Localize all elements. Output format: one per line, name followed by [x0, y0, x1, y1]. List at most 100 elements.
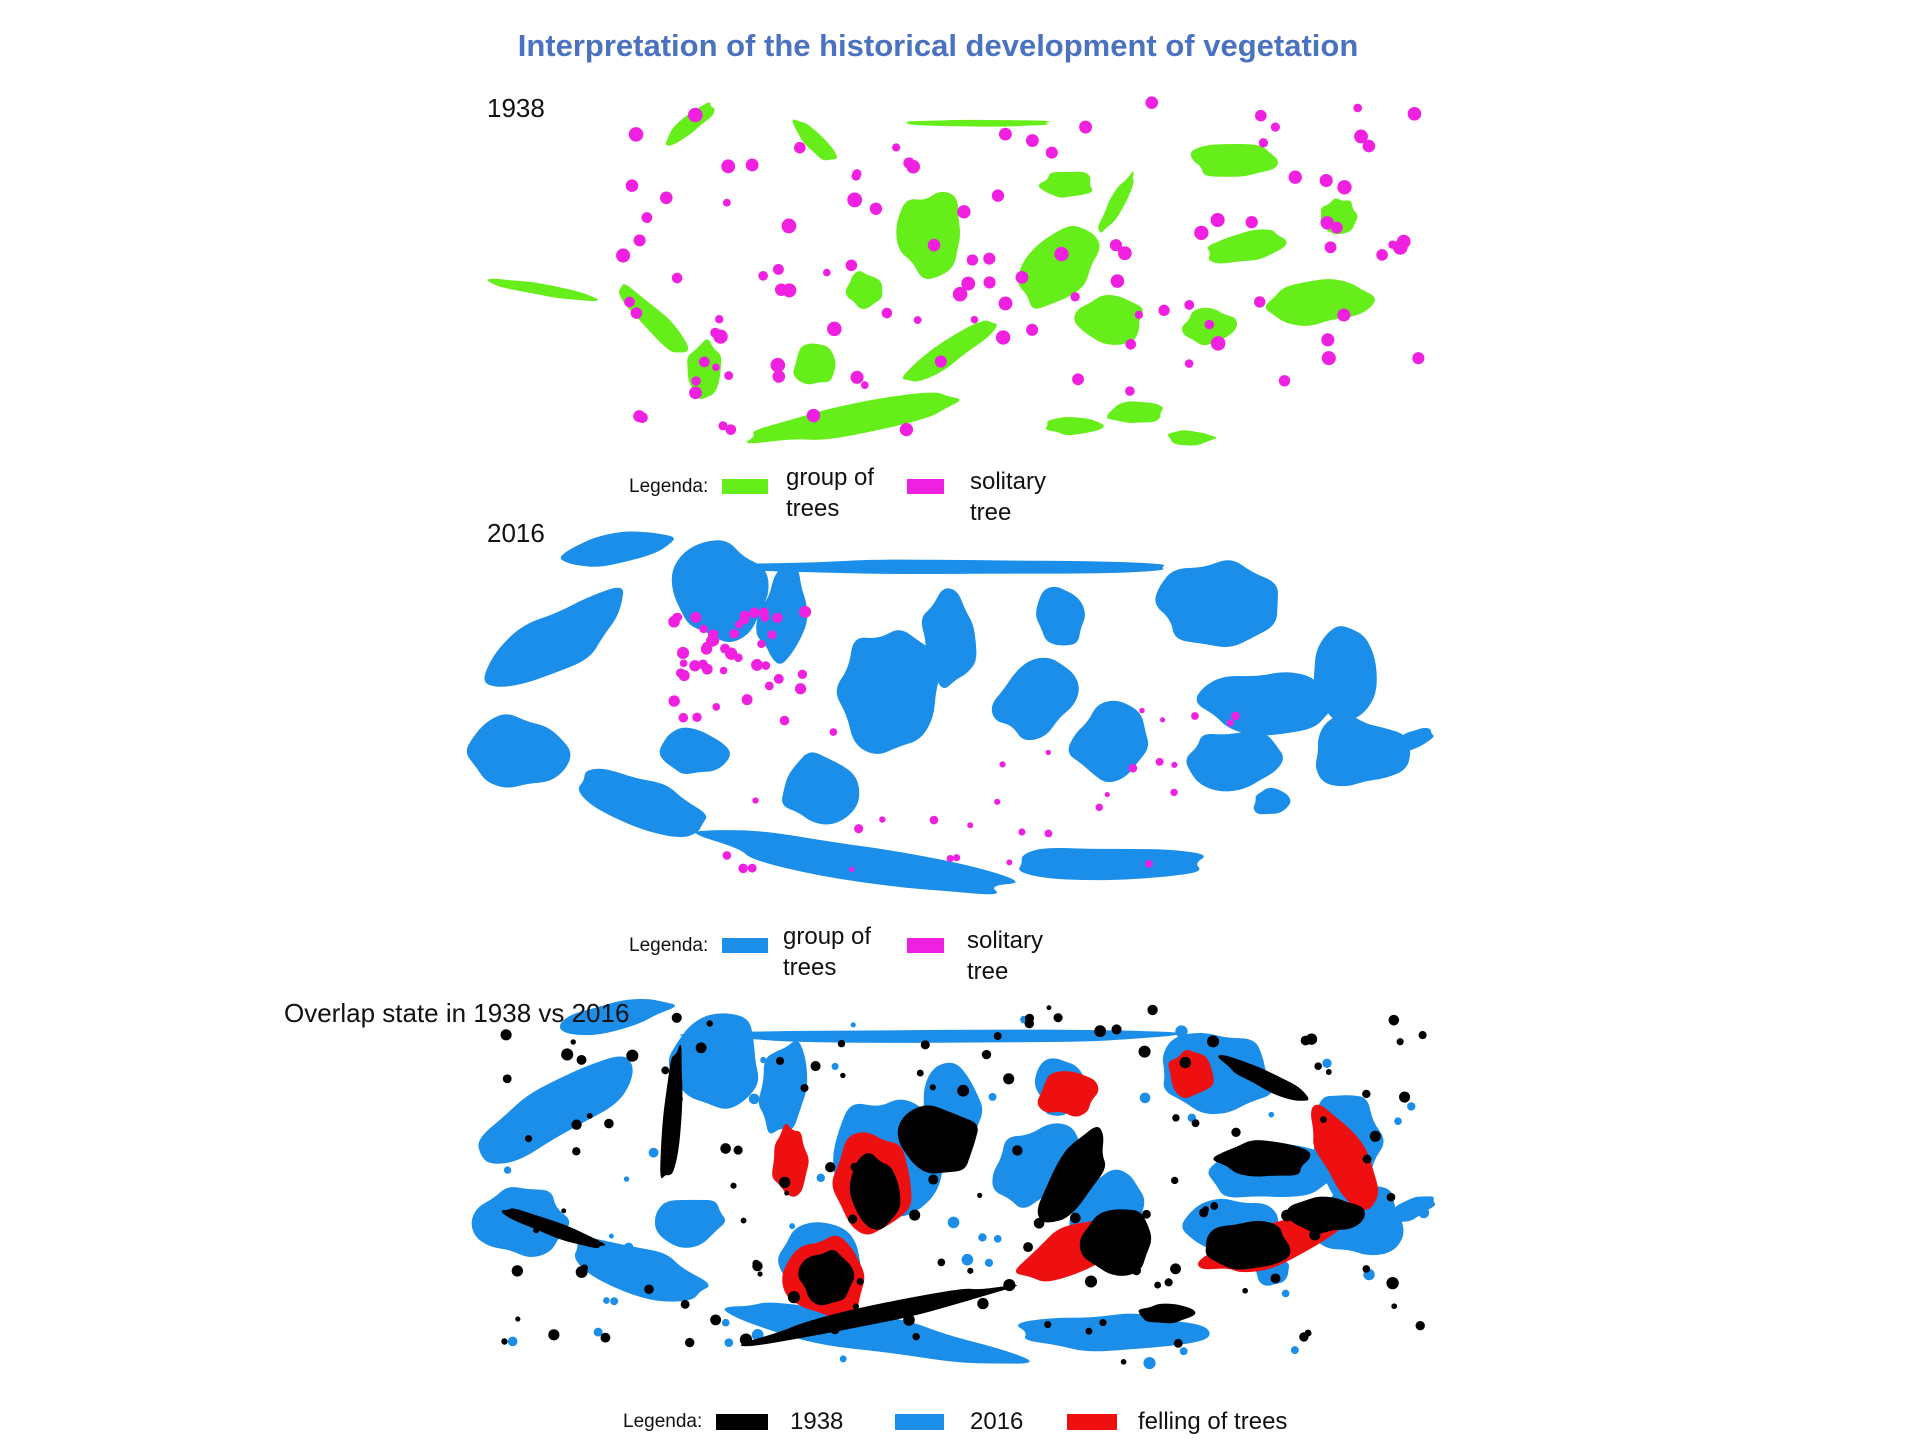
tree-group [715, 559, 1165, 574]
tree-group-1938 [1213, 1140, 1311, 1177]
tree-1938 [1396, 1038, 1404, 1046]
solitary-tree [720, 643, 730, 654]
tree-2016 [603, 1297, 610, 1304]
solitary-tree [953, 854, 961, 862]
legend-title: Legenda: [629, 476, 709, 497]
tree-1938 [787, 1291, 800, 1304]
solitary-tree [729, 628, 740, 639]
tree-1938 [1314, 1062, 1323, 1071]
tree-1938 [1369, 1130, 1381, 1142]
tree-1938 [1179, 1056, 1191, 1069]
tree-group [1186, 732, 1283, 792]
tree-1938 [1170, 1263, 1181, 1275]
tree-1938 [1154, 1281, 1162, 1289]
tree-1938 [1309, 1229, 1321, 1241]
tree-1938 [1164, 1278, 1173, 1287]
legend-swatch [907, 938, 944, 953]
tree-1938 [967, 1267, 974, 1274]
solitary-tree [1321, 333, 1335, 347]
tree-1938 [929, 1084, 936, 1091]
tree-1938 [644, 1284, 654, 1295]
solitary-tree [1128, 763, 1138, 773]
solitary-tree [1270, 122, 1280, 132]
tree-2016 [947, 1216, 960, 1229]
solitary-tree [713, 329, 728, 344]
tree-1938 [856, 1278, 864, 1286]
solitary-tree [879, 816, 886, 823]
tree-group-1938 [1079, 1209, 1152, 1276]
legend-label: solitary tree [970, 468, 1047, 526]
tree-group [1018, 225, 1100, 309]
solitary-tree [1117, 246, 1132, 261]
solitary-tree [1045, 146, 1058, 159]
tree-group [1106, 401, 1163, 424]
tree-2016 [1143, 1357, 1156, 1370]
tree-group [1068, 700, 1149, 783]
tree-2016 [984, 1258, 994, 1267]
tree-1938 [1228, 1162, 1236, 1170]
solitary-tree [849, 866, 855, 873]
solitary-tree [1319, 173, 1333, 188]
felling-of-trees [772, 1124, 809, 1197]
tree-1938 [1300, 1035, 1311, 1046]
solitary-tree [761, 661, 771, 670]
tree-1938 [572, 1147, 581, 1156]
tree-group [746, 392, 960, 444]
tree-2016 [507, 1336, 518, 1347]
tree-1938 [977, 1192, 983, 1198]
solitary-tree [671, 272, 683, 284]
solitary-tree [691, 376, 701, 386]
tree-1938 [778, 1176, 791, 1189]
solitary-tree [1125, 386, 1135, 396]
tree-1938 [501, 1338, 508, 1345]
tree-group-2016 [1388, 1196, 1436, 1222]
solitary-tree [913, 316, 922, 325]
tree-1938 [500, 1029, 512, 1041]
solitary-tree [624, 296, 635, 308]
tree-1938 [586, 1112, 593, 1119]
solitary-tree [1072, 373, 1084, 386]
solitary-tree [793, 141, 806, 154]
tree-2016 [831, 1062, 839, 1071]
tree-1938 [837, 1039, 846, 1048]
tree-1938 [817, 1318, 826, 1327]
solitary-tree [770, 357, 786, 373]
solitary-tree [934, 355, 947, 368]
solitary-tree [752, 797, 759, 804]
solitary-tree [1006, 859, 1013, 866]
tree-1938 [733, 1145, 743, 1155]
solitary-tree [1025, 134, 1039, 147]
tree-group [484, 587, 624, 687]
tree-group-2016 [478, 1056, 633, 1164]
solitary-tree [1158, 304, 1170, 317]
tree-1938 [1084, 1275, 1098, 1288]
tree-1938 [1246, 1156, 1255, 1165]
solitary-tree [1171, 761, 1178, 768]
tree-1938 [673, 1094, 683, 1104]
solitary-tree [1044, 829, 1053, 838]
solitary-tree [1139, 707, 1145, 714]
tree-group [782, 752, 860, 825]
tree-1938 [800, 1083, 809, 1093]
solitary-tree [773, 673, 784, 684]
tree-1938 [1091, 1226, 1097, 1232]
felling-of-trees [1037, 1071, 1099, 1117]
tree-1938 [1138, 1045, 1151, 1058]
tree-1938 [1254, 1242, 1261, 1249]
solitary-tree [1330, 221, 1343, 234]
tree-1938 [661, 1066, 670, 1075]
tree-group [578, 768, 707, 837]
tree-2016 [816, 1173, 825, 1183]
solitary-tree [1070, 292, 1080, 302]
map-1938 [487, 96, 1425, 446]
solitary-tree [1376, 249, 1388, 261]
solitary-tree [1353, 103, 1362, 113]
solitary-tree [822, 268, 831, 277]
solitary-tree [1288, 170, 1302, 184]
tree-2016 [1041, 1138, 1053, 1149]
tree-1938 [1231, 1127, 1241, 1138]
tree-group-1938 [501, 1208, 606, 1248]
tree-group [1265, 279, 1375, 326]
tree-group [902, 320, 997, 382]
map-overlap [471, 999, 1436, 1370]
